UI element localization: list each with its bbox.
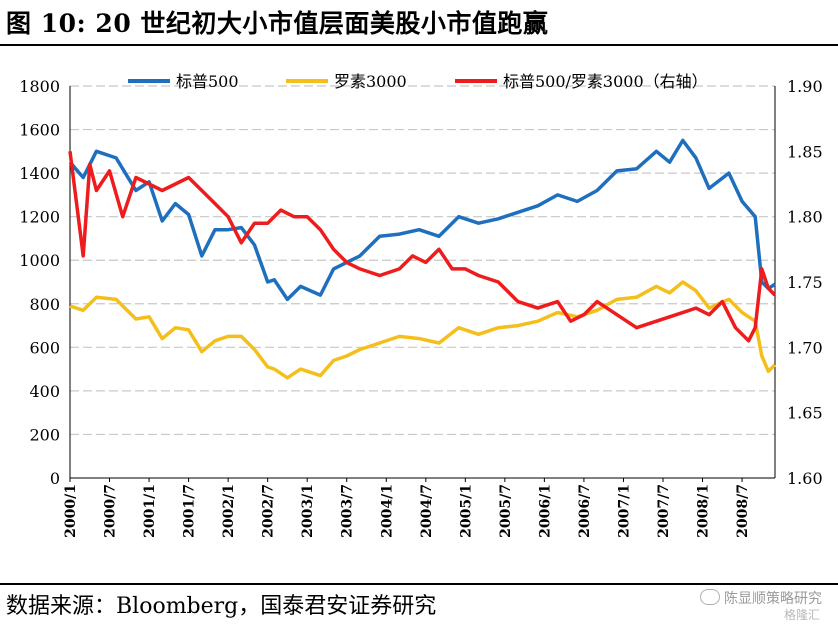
y-right-tick-label: 1.90	[787, 77, 823, 96]
y-left-tick-label: 1000	[19, 251, 60, 270]
legend-label: 罗素3000	[334, 72, 407, 91]
x-tick-label: 2002/1	[221, 484, 237, 538]
x-tick-label: 2003/1	[300, 484, 316, 538]
y-left-tick-label: 1600	[19, 121, 60, 140]
x-tick-label: 2008/1	[696, 484, 712, 538]
y-left-tick-label: 600	[29, 338, 60, 357]
x-tick-label: 2000/1	[63, 484, 79, 538]
y-right-tick-label: 1.85	[787, 142, 823, 161]
legend-label: 标普500/罗素3000（右轴）	[503, 72, 708, 91]
title-rule	[0, 44, 838, 46]
x-tick-label: 2003/7	[340, 484, 356, 538]
x-tick-label: 2004/1	[379, 484, 395, 538]
y-left-tick-label: 800	[29, 295, 60, 314]
y-right-tick-label: 1.80	[787, 208, 823, 227]
watermark-secondary: 格隆汇	[783, 608, 820, 622]
y-right-tick-label: 1.65	[787, 404, 823, 423]
x-tick-label: 2008/7	[735, 484, 751, 538]
series-line-2	[69, 280, 777, 380]
y-left-tick-label: 1200	[19, 208, 60, 227]
y-left-tick-label: 1400	[19, 164, 60, 183]
series-line-3	[68, 151, 777, 343]
source-note: 数据来源：Bloomberg，国泰君安证券研究	[6, 594, 437, 619]
x-tick-label: 2004/7	[419, 484, 435, 538]
y-right-tick-label: 1.75	[787, 273, 823, 292]
wechat-icon	[700, 589, 720, 605]
line-chart: 0 200 400 600 800 1000 1200 1400 1600 1800 1.60 1.6…	[19, 72, 823, 538]
x-tick-label: 2001/1	[142, 484, 158, 538]
x-tick-label: 2000/7	[103, 484, 119, 538]
x-tick-label: 2007/1	[616, 484, 632, 538]
source-rule	[0, 583, 838, 585]
y-left-tick-label: 400	[29, 382, 60, 401]
y-right-tick-label: 1.60	[787, 469, 823, 488]
x-tick-label: 2005/1	[458, 484, 474, 538]
y-left-tick-label: 0	[50, 469, 60, 488]
x-tick-label: 2005/7	[498, 484, 514, 538]
page-title: 图 10: 20 世纪初大小市值层面美股小市值跑赢	[6, 9, 549, 38]
x-tick-label: 2001/7	[182, 484, 198, 538]
x-tick-label: 2006/7	[577, 484, 593, 538]
watermark: 陈显顺策略研究	[700, 588, 822, 608]
y-left-tick-label: 200	[29, 425, 60, 444]
x-tick-label: 2006/1	[537, 484, 553, 538]
series-line-1	[68, 138, 776, 302]
x-tick-label: 2007/7	[656, 484, 672, 538]
watermark-text: 陈显顺策略研究	[724, 591, 822, 607]
legend-label: 标普500	[176, 72, 239, 91]
y-left-tick-label: 1800	[19, 77, 60, 96]
y-right-tick-label: 1.70	[787, 338, 823, 357]
x-tick-label: 2002/7	[261, 484, 277, 538]
